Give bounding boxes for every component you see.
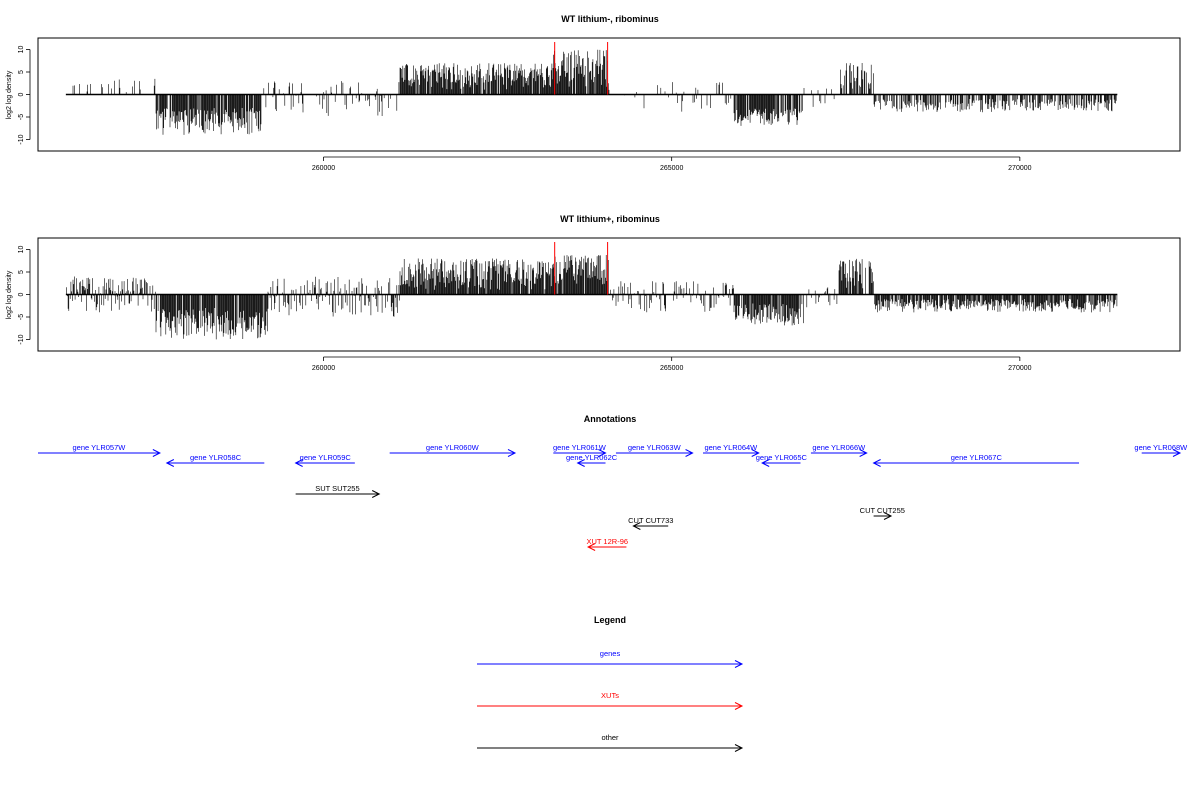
signal-bar-group (874, 294, 1118, 313)
signal-bar-group (733, 94, 803, 126)
signal-bar-group (608, 82, 732, 112)
annotation-label: gene YLR064W (704, 443, 758, 452)
x-tick-label: 265000 (660, 165, 683, 172)
highlight-lines (554, 242, 609, 295)
signal-bar-group (72, 78, 156, 95)
annotation-arrow: gene YLR059C (294, 453, 355, 467)
annotation-label: XUT 12R-96 (586, 537, 628, 546)
track-panel-lithium-minus: WT lithium-, ribominus log2 log density … (6, 14, 1181, 172)
legend-label: XUTs (601, 691, 619, 700)
annotation-arrow: CUT CUT255 (860, 506, 905, 520)
annotation-arrow: gene YLR061W (553, 443, 607, 457)
annotation-arrow: gene YLR067C (872, 453, 1080, 467)
annotation-arrow: gene YLR066W (810, 443, 868, 457)
y-axis-label: log2 log density (6, 70, 13, 119)
x-tick-label: 260000 (312, 165, 335, 172)
y-tick-label: 10 (18, 46, 25, 54)
signal-bar-group (399, 63, 553, 95)
annotation-label: SUT SUT255 (315, 484, 359, 493)
x-tick-label: 260000 (312, 365, 335, 372)
annotation-features: gene YLR057W gene YLR058C gene YLR059C gene… (38, 443, 1188, 551)
signal-bar-group (806, 287, 838, 308)
signal-bar-group (552, 255, 609, 295)
signal-bar-group (155, 94, 262, 135)
y-tick-label: -10 (18, 134, 25, 144)
annotation-arrow: SUT SUT255 (295, 484, 381, 498)
signal-bar-group (267, 276, 400, 317)
annotation-arrow: gene YLR068W (1134, 443, 1188, 457)
signal-bars (65, 49, 1118, 135)
x-axis: 260000 265000 270000 (312, 356, 1032, 372)
legend-title: Legend (594, 615, 626, 625)
y-axis: 10 5 0 -5 -10 (18, 46, 31, 145)
legend-items: genes XUTs other (477, 649, 744, 752)
annotation-arrow: gene YLR060W (389, 443, 517, 457)
annotation-label: gene YLR066W (812, 443, 866, 452)
signal-bar-group (873, 94, 1117, 113)
y-tick-label: 5 (18, 70, 25, 74)
signal-bar-group (840, 63, 874, 95)
y-tick-label: -10 (18, 334, 25, 344)
x-tick-label: 270000 (1008, 365, 1031, 372)
annotation-arrow: gene YLR057W (38, 443, 161, 457)
annotation-arrow: gene YLR058C (165, 453, 265, 467)
y-tick-label: 5 (18, 270, 25, 274)
signal-bar-group (399, 258, 553, 295)
signal-bar-group (155, 294, 269, 340)
y-tick-label: 10 (18, 246, 25, 254)
signal-bar-group (610, 281, 734, 313)
annotation-arrow: gene YLR064W (703, 443, 760, 457)
plot-frame (37, 37, 1181, 152)
x-tick-label: 265000 (660, 365, 683, 372)
y-axis-label: log2 log density (6, 270, 13, 319)
y-tick-label: 0 (18, 92, 25, 96)
annotation-label: gene YLR059C (300, 453, 352, 462)
annotation-label: gene YLR058C (190, 453, 242, 462)
annotation-label: gene YLR060W (426, 443, 480, 452)
legend-item: XUTs (477, 691, 744, 710)
annotation-label: gene YLR067C (951, 453, 1003, 462)
legend-item: genes (477, 649, 744, 668)
x-axis: 260000 265000 270000 (312, 156, 1032, 172)
y-tick-label: -5 (18, 114, 25, 120)
annotation-arrow: gene YLR063W (615, 443, 694, 457)
annotations-title: Annotations (584, 414, 637, 424)
signal-bar-group (263, 81, 400, 116)
annotation-label: CUT CUT733 (628, 516, 673, 525)
legend-item: other (477, 733, 744, 752)
annotation-label: gene YLR068W (1134, 443, 1188, 452)
legend-label: genes (600, 649, 621, 658)
annotation-label: gene YLR061W (553, 443, 607, 452)
annotation-label: CUT CUT255 (860, 506, 905, 515)
annotation-label: gene YLR065C (756, 453, 808, 462)
legend: Legend genes XUTs other (477, 615, 744, 752)
annotation-label: gene YLR063W (628, 443, 682, 452)
y-axis: 10 5 0 -5 -10 (18, 246, 31, 345)
signal-bar-group (803, 88, 835, 107)
y-tick-label: -5 (18, 314, 25, 320)
y-tick-label: 0 (18, 292, 25, 296)
track-panel-lithium-plus: WT lithium+, ribominus log2 log density … (6, 214, 1181, 372)
highlight-lines (554, 42, 609, 95)
x-tick-label: 270000 (1008, 165, 1031, 172)
plot-frame (37, 237, 1181, 352)
chart-title: WT lithium-, ribominus (561, 14, 659, 24)
annotation-label: gene YLR057W (73, 443, 127, 452)
signal-bar-group (552, 49, 609, 95)
signal-bars (65, 255, 1118, 340)
chart-title: WT lithium+, ribominus (560, 214, 660, 224)
annotation-arrow: XUT 12R-96 (586, 537, 628, 551)
annotation-arrow: gene YLR062C (566, 453, 618, 467)
annotation-arrow: CUT CUT733 (628, 516, 673, 530)
signal-bar-group (733, 294, 804, 326)
signal-bar-group (838, 258, 874, 295)
annotation-label: gene YLR062C (566, 453, 618, 462)
annotation-arrow: gene YLR065C (756, 453, 808, 467)
legend-label: other (601, 733, 619, 742)
